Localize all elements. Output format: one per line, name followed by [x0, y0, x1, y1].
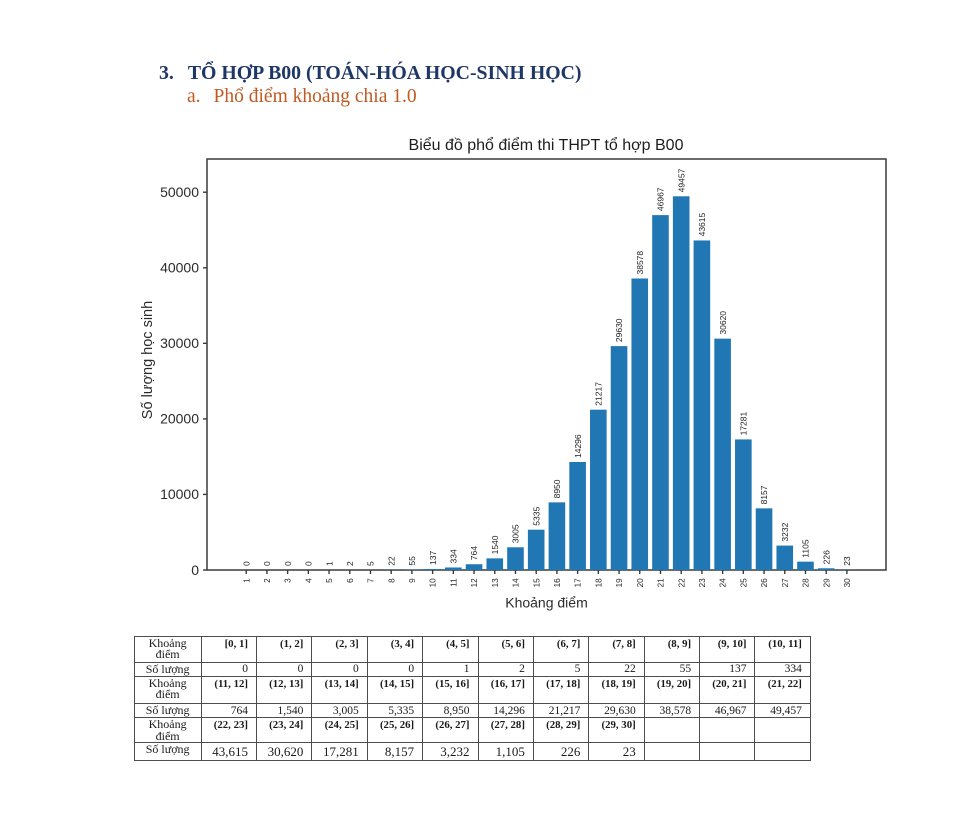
svg-text:17281: 17281	[739, 411, 749, 435]
svg-text:50000: 50000	[160, 184, 199, 200]
svg-text:2: 2	[345, 561, 355, 566]
svg-text:14: 14	[512, 578, 521, 588]
svg-text:55: 55	[407, 556, 417, 566]
svg-text:17: 17	[574, 578, 583, 588]
svg-text:12: 12	[470, 578, 479, 588]
svg-text:23: 23	[698, 578, 707, 588]
svg-text:Khoảng điểm: Khoảng điểm	[505, 595, 588, 611]
svg-text:13: 13	[491, 578, 500, 588]
svg-text:8950: 8950	[552, 479, 562, 498]
svg-text:25: 25	[739, 578, 748, 588]
svg-text:29: 29	[822, 578, 831, 588]
svg-text:19: 19	[615, 578, 624, 588]
svg-text:20: 20	[636, 578, 645, 588]
svg-text:764: 764	[469, 546, 479, 560]
svg-text:3: 3	[284, 578, 293, 583]
svg-text:29630: 29630	[614, 318, 624, 342]
svg-text:6: 6	[346, 578, 355, 583]
svg-text:1105: 1105	[801, 539, 811, 558]
svg-text:15: 15	[532, 578, 541, 588]
svg-text:20000: 20000	[160, 411, 199, 427]
svg-text:24: 24	[719, 578, 728, 588]
svg-text:18: 18	[594, 578, 603, 588]
svg-text:30620: 30620	[718, 311, 728, 335]
svg-text:21217: 21217	[594, 382, 604, 406]
svg-text:23: 23	[842, 556, 852, 566]
svg-text:8: 8	[387, 578, 396, 583]
svg-text:3232: 3232	[780, 522, 790, 541]
svg-text:21: 21	[657, 578, 666, 588]
svg-text:27: 27	[781, 578, 790, 588]
svg-text:5335: 5335	[531, 507, 541, 526]
svg-text:3005: 3005	[511, 524, 521, 543]
svg-text:7: 7	[367, 578, 376, 583]
svg-text:8157: 8157	[759, 485, 769, 504]
svg-text:49457: 49457	[676, 168, 686, 192]
svg-text:30: 30	[843, 578, 852, 588]
svg-text:Biểu đồ phổ điểm thi THPT tổ h: Biểu đồ phổ điểm thi THPT tổ hợp B00	[409, 136, 684, 154]
svg-text:10000: 10000	[160, 486, 199, 502]
svg-text:2: 2	[263, 578, 272, 583]
svg-text:14296: 14296	[573, 434, 583, 458]
svg-text:46967: 46967	[656, 187, 666, 211]
svg-text:Số lượng học sinh: Số lượng học sinh	[140, 301, 156, 419]
svg-text:9: 9	[408, 578, 417, 583]
svg-text:30000: 30000	[160, 335, 199, 351]
svg-text:40000: 40000	[160, 260, 199, 276]
svg-text:1540: 1540	[490, 535, 500, 554]
svg-text:26: 26	[760, 578, 769, 588]
svg-text:1: 1	[242, 578, 251, 583]
svg-text:22: 22	[386, 556, 396, 566]
svg-text:226: 226	[821, 550, 831, 564]
svg-text:4: 4	[304, 578, 313, 583]
svg-text:0: 0	[304, 561, 314, 566]
svg-text:28: 28	[802, 578, 811, 588]
svg-text:11: 11	[449, 578, 458, 587]
svg-text:22: 22	[677, 578, 686, 588]
svg-text:0: 0	[191, 562, 199, 578]
svg-text:38578: 38578	[635, 251, 645, 275]
svg-text:1: 1	[324, 561, 334, 566]
svg-text:5: 5	[325, 578, 334, 583]
svg-text:10: 10	[429, 578, 438, 588]
svg-text:0: 0	[283, 561, 293, 566]
svg-text:16: 16	[553, 578, 562, 588]
svg-text:0: 0	[262, 561, 272, 566]
svg-text:43615: 43615	[697, 212, 707, 236]
svg-text:137: 137	[428, 551, 438, 565]
svg-text:334: 334	[449, 549, 459, 563]
svg-text:0: 0	[241, 561, 251, 566]
svg-text:5: 5	[366, 561, 376, 566]
